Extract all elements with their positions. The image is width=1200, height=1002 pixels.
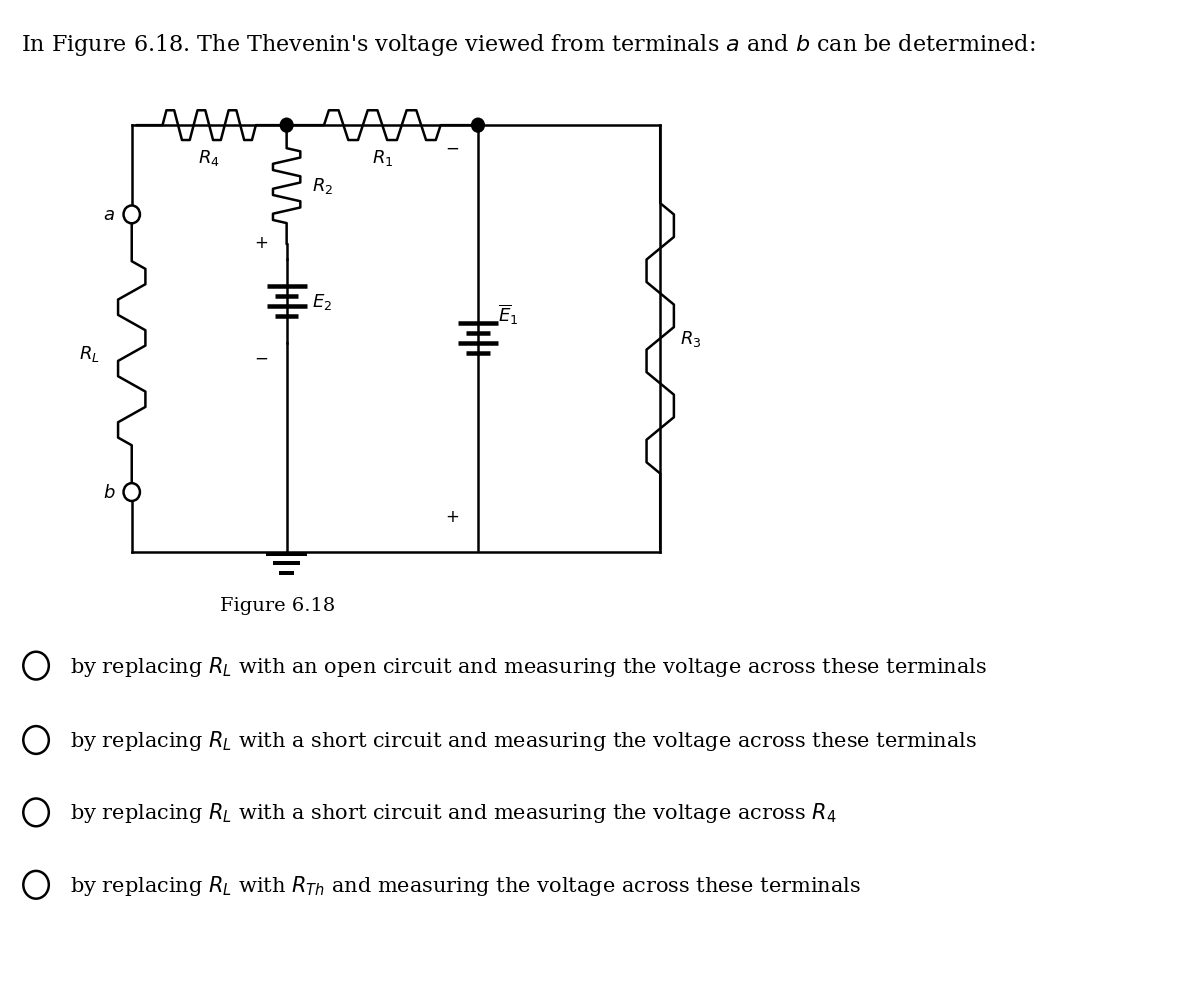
Text: Figure 6.18: Figure 6.18 [220,596,335,614]
Text: $R_1$: $R_1$ [372,148,394,167]
Circle shape [124,206,140,224]
Text: In Figure 6.18. The Thevenin's voltage viewed from terminals $a$ and $b$ can be : In Figure 6.18. The Thevenin's voltage v… [20,32,1034,58]
Text: $+$: $+$ [445,509,460,526]
Circle shape [472,119,485,133]
Circle shape [23,871,49,899]
Text: by replacing $R_L$ with a short circuit and measuring the voltage across $R_4$: by replacing $R_L$ with a short circuit … [70,801,836,825]
Circle shape [124,484,140,501]
Text: $E_2$: $E_2$ [312,292,332,312]
Text: by replacing $R_L$ with $R_{Th}$ and measuring the voltage across these terminal: by replacing $R_L$ with $R_{Th}$ and mea… [70,873,860,897]
Circle shape [23,726,49,755]
Text: $R_2$: $R_2$ [312,175,334,195]
Text: by replacing $R_L$ with a short circuit and measuring the voltage across these t: by replacing $R_L$ with a short circuit … [70,728,977,753]
Circle shape [281,119,293,133]
Text: by replacing $R_L$ with an open circuit and measuring the voltage across these t: by replacing $R_L$ with an open circuit … [70,654,986,678]
Circle shape [23,799,49,827]
Text: $R_3$: $R_3$ [680,329,702,349]
Text: $+$: $+$ [254,234,268,252]
Text: $a$: $a$ [103,206,115,224]
Text: $-$: $-$ [254,349,268,366]
Circle shape [23,652,49,679]
Text: $R_4$: $R_4$ [198,148,220,167]
Text: $b$: $b$ [103,484,115,502]
Text: $R_L$: $R_L$ [79,344,100,364]
Text: $\overline{E}_1$: $\overline{E}_1$ [498,302,518,327]
Text: $-$: $-$ [445,139,460,156]
